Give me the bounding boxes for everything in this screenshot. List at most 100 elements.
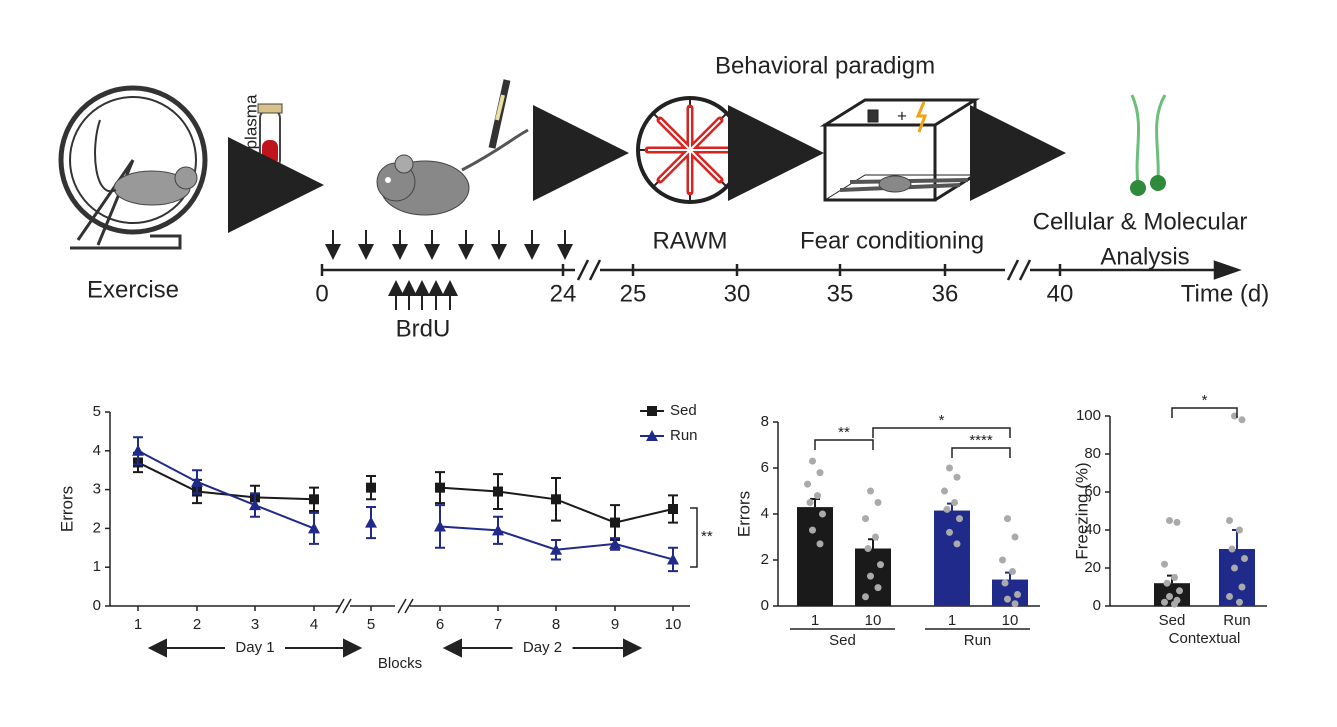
data-point — [862, 515, 869, 523]
x-tick-label: Run — [1223, 612, 1251, 629]
data-point — [1011, 533, 1019, 541]
data-point — [1226, 517, 1233, 524]
data-point — [1161, 560, 1168, 568]
timeline-label: 0 — [315, 280, 328, 307]
data-point — [1171, 600, 1178, 608]
x-tick-label: 8 — [552, 616, 560, 633]
x-tick-label: 6 — [436, 616, 444, 633]
significance-bracket — [1171, 407, 1238, 418]
fear-box — [819, 98, 981, 202]
point — [610, 517, 620, 528]
data-point — [874, 499, 882, 506]
significance-bracket — [690, 507, 698, 568]
tube — [257, 103, 283, 169]
plus: + — [897, 106, 907, 125]
data-point — [941, 487, 948, 495]
point — [191, 475, 203, 487]
data-point — [953, 540, 961, 548]
point — [308, 522, 320, 534]
x-tick-label: 5 — [367, 616, 375, 633]
data-point — [874, 584, 882, 592]
significance-label: * — [1202, 392, 1208, 409]
point — [668, 504, 678, 514]
data-point — [1163, 579, 1171, 587]
analysis-label: Analysis — [1100, 243, 1189, 270]
data-point — [1228, 545, 1236, 553]
point — [667, 553, 679, 565]
day-arrow — [442, 638, 643, 658]
significance-bracket — [872, 427, 1011, 438]
y-tick-label: 4 — [761, 505, 769, 522]
timeline-label: 35 — [827, 280, 854, 307]
neurons — [1130, 94, 1167, 196]
data-point — [1173, 518, 1181, 526]
data-point — [816, 469, 824, 477]
data-point — [814, 492, 821, 500]
data-point — [1241, 555, 1248, 562]
x-tick-label: 4 — [310, 616, 318, 633]
x-tick-label: Sed — [1159, 612, 1186, 629]
significance-label: ** — [701, 528, 713, 545]
significance-label: **** — [969, 432, 993, 449]
y-tick-label: 2 — [93, 519, 101, 536]
timeline-label: 30 — [724, 280, 751, 307]
data-point — [819, 510, 826, 518]
significance-label: ** — [838, 424, 850, 441]
data-point — [1166, 517, 1173, 524]
point — [249, 499, 261, 511]
data-point — [1171, 574, 1178, 581]
y-axis-label: Errors — [734, 491, 753, 537]
y-tick-label: 100 — [1076, 407, 1101, 424]
data-point — [1226, 593, 1233, 600]
group-label: Run — [964, 632, 992, 649]
data-point — [872, 533, 879, 541]
legend-marker — [646, 430, 658, 441]
data-point — [1236, 598, 1243, 606]
y-tick-label: 0 — [761, 597, 769, 614]
x-axis-label: Blocks — [378, 655, 422, 672]
data-point — [1166, 593, 1173, 600]
x-axis — [110, 598, 690, 614]
data-point — [999, 556, 1006, 564]
legend-label: Sed — [670, 402, 697, 419]
data-point — [1001, 579, 1009, 587]
exercise-label: Exercise — [87, 276, 179, 303]
y-tick-label: 0 — [93, 597, 101, 614]
paradigm-title: Behavioral paradigm — [715, 52, 935, 79]
point — [435, 482, 445, 493]
data-point — [1009, 568, 1016, 575]
x-tick-label: 2 — [193, 616, 201, 633]
data-point — [816, 540, 824, 548]
exercise-wheel — [58, 85, 208, 250]
data-point — [806, 499, 814, 506]
day-arrow — [147, 638, 363, 658]
data-point — [1161, 598, 1168, 606]
x-tick-label: 9 — [611, 616, 619, 633]
significance-bracket — [951, 447, 1011, 458]
data-point — [1236, 526, 1243, 534]
data-point — [867, 487, 874, 495]
y-tick-label: 4 — [93, 442, 101, 459]
data-point — [953, 473, 961, 481]
y-tick-label: 80 — [1084, 445, 1101, 462]
x-axis-label: Contextual — [1169, 630, 1241, 647]
significance-bracket — [814, 439, 874, 450]
data-point — [867, 572, 874, 580]
bar — [992, 579, 1028, 606]
point — [550, 543, 562, 555]
data-point — [956, 515, 963, 523]
bar — [934, 510, 970, 606]
timeline-label: 36 — [932, 280, 959, 307]
data-point — [864, 545, 872, 552]
bar — [1219, 549, 1255, 606]
data-point — [946, 528, 953, 536]
plasma-label: plasma — [241, 94, 260, 149]
data-point — [1014, 591, 1021, 598]
y-tick-label: 0 — [1093, 597, 1101, 614]
point — [609, 537, 621, 549]
point — [132, 444, 144, 456]
timeline-label: 40 — [1047, 280, 1074, 307]
data-point — [1238, 416, 1246, 424]
point — [492, 524, 504, 536]
